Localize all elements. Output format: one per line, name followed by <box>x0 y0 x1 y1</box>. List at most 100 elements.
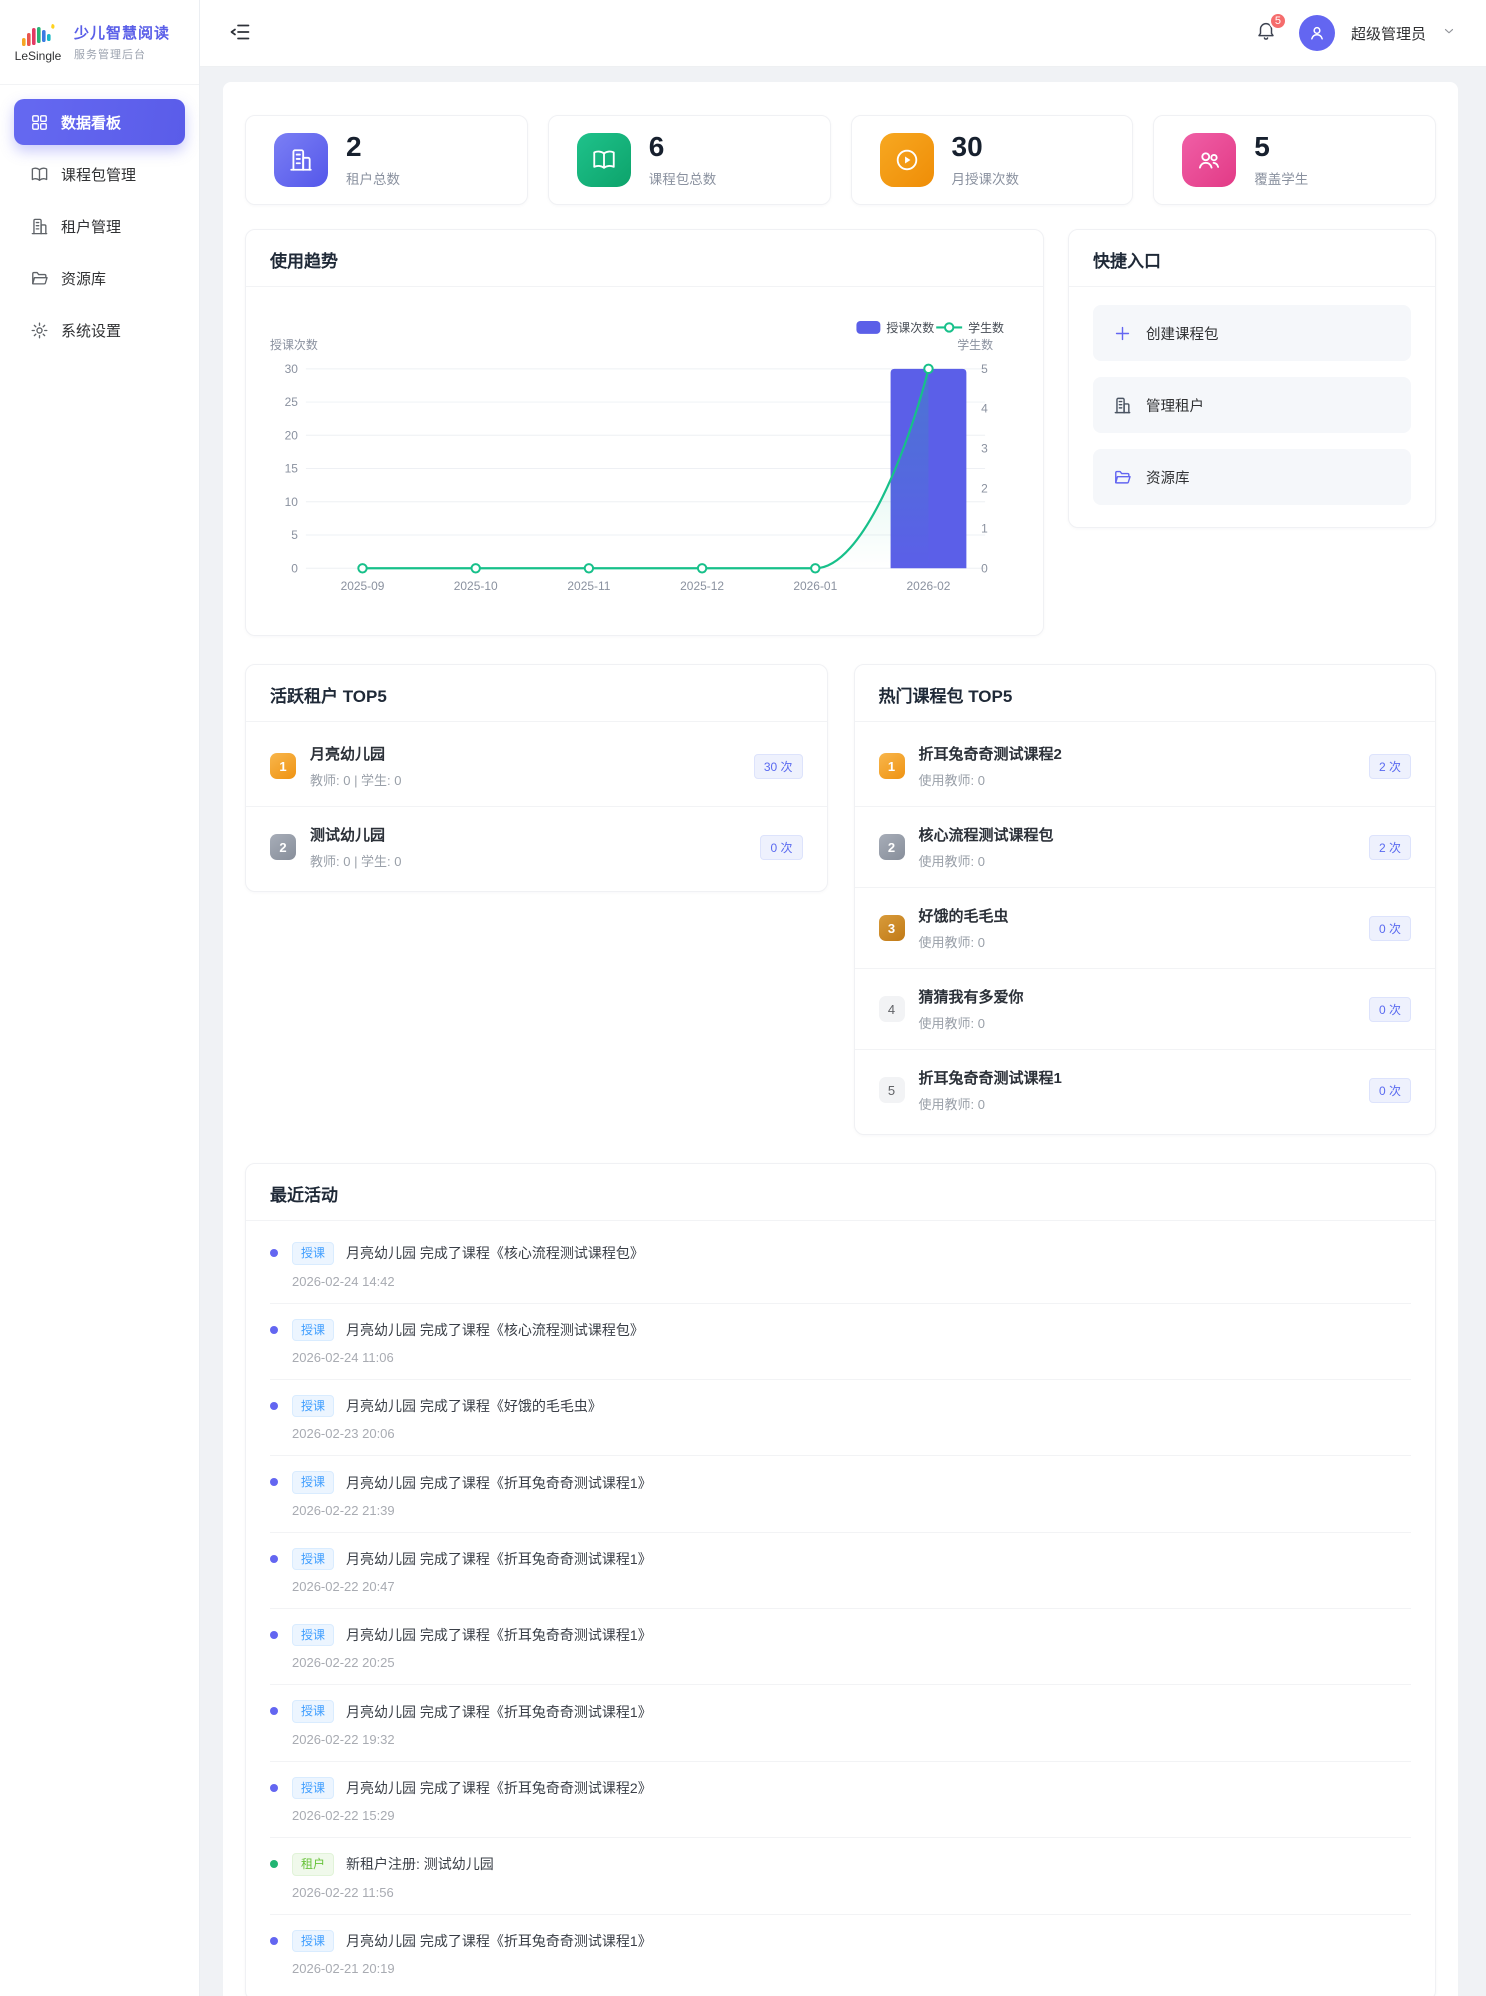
course-row: 1 折耳兔奇奇测试课程2 使用教师: 0 2 次 <box>855 726 1436 806</box>
hot-course-packages-title: 热门课程包 TOP5 <box>854 665 1435 723</box>
logo-icon: LeSingle <box>12 22 64 63</box>
activity-type-tag: 租户 <box>292 1853 335 1876</box>
usage-trend-title: 使用趋势 <box>246 230 1043 287</box>
recent-activity-list: 授课 月亮幼儿园 完成了课程《核心流程测试课程包》 2026-02-24 14:… <box>246 1221 1435 1996</box>
collapse-menu-icon <box>230 24 250 40</box>
recent-activity-title: 最近活动 <box>246 1164 1435 1222</box>
usage-trend-chart: 0 5 10 15 20 25 30 0 1 2 3 4 5 授课次数 学生数 2025-09 2025-10 2… <box>246 287 1043 635</box>
course-meta: 使用教师: 0 <box>918 935 985 951</box>
rank-badge: 1 <box>270 753 296 780</box>
sidebar-item-dashboard[interactable]: 数据看板 <box>14 99 185 145</box>
tenant-row: 2 测试幼儿园 教师: 0 | 学生: 0 0 次 <box>246 806 827 887</box>
usage-count-badge: 2 次 <box>1368 834 1411 860</box>
activity-text: 新租户注册: 测试幼儿园 <box>346 1856 494 1873</box>
svg-text:1: 1 <box>981 521 988 535</box>
sidebar-nav: 数据看板 课程包管理 租户管理 资源库 <box>0 85 199 367</box>
usage-count-badge: 0 次 <box>1368 915 1411 941</box>
sidebar-item-resources[interactable]: 资源库 <box>14 255 185 301</box>
stat-label: 月授课次数 <box>951 171 1020 187</box>
activity-item: 授课 月亮幼儿园 完成了课程《折耳兔奇奇测试课程2》 2026-02-22 15… <box>270 1762 1411 1839</box>
hot-course-packages-list: 1 折耳兔奇奇测试课程2 使用教师: 0 2 次 2 <box>854 722 1436 1134</box>
course-row: 4 猜猜我有多爱你 使用教师: 0 0 次 <box>854 968 1435 1049</box>
course-row: 2 核心流程测试课程包 使用教师: 0 2 次 <box>854 806 1435 887</box>
sidebar-item-label: 资源库 <box>61 270 107 288</box>
activity-time: 2026-02-24 11:06 <box>292 1349 394 1365</box>
rank-badge: 1 <box>878 753 905 780</box>
activity-dot <box>270 1401 278 1410</box>
activity-item: 租户 新租户注册: 测试幼儿园 2026-02-22 11:56 <box>270 1838 1411 1915</box>
activity-time: 2026-02-22 11:56 <box>292 1884 394 1900</box>
rank-badge: 2 <box>878 834 905 861</box>
topbar: 5 超级管理员 <box>200 0 1486 67</box>
quick-create-course-package[interactable]: 创建课程包 <box>1093 305 1411 361</box>
quick-manage-tenants[interactable]: 管理租户 <box>1093 377 1411 433</box>
user-menu-chevron[interactable] <box>1442 24 1456 43</box>
svg-text:15: 15 <box>285 462 299 476</box>
activity-time: 2026-02-22 19:32 <box>292 1731 395 1747</box>
activity-time: 2026-02-22 20:25 <box>292 1655 395 1671</box>
rank-badge: 5 <box>878 1077 905 1104</box>
chevron-down-icon <box>1444 28 1454 33</box>
course-row: 5 折耳兔奇奇测试课程1 使用教师: 0 0 次 <box>854 1049 1435 1130</box>
sidebar-item-label: 数据看板 <box>61 114 122 132</box>
activity-text: 月亮幼儿园 完成了课程《折耳兔奇奇测试课程1》 <box>346 1474 652 1491</box>
tenant-name: 测试幼儿园 <box>310 827 386 845</box>
activity-text: 月亮幼儿园 完成了课程《折耳兔奇奇测试课程1》 <box>346 1932 652 1949</box>
activity-type-tag: 授课 <box>292 1471 335 1494</box>
sidebar-collapse-button[interactable] <box>228 20 254 46</box>
tenant-row: 1 月亮幼儿园 教师: 0 | 学生: 0 30 次 <box>246 726 827 806</box>
svg-text:5: 5 <box>291 528 298 542</box>
activity-time: 2026-02-22 21:39 <box>292 1502 395 1518</box>
activity-dot <box>270 1249 278 1258</box>
course-name: 折耳兔奇奇测试课程1 <box>918 1070 1062 1088</box>
building-icon <box>274 133 328 187</box>
svg-text:学生数: 学生数 <box>957 337 993 352</box>
activity-type-tag: 授课 <box>292 1624 335 1647</box>
course-meta: 使用教师: 0 <box>918 854 985 870</box>
user-name[interactable]: 超级管理员 <box>1350 25 1426 43</box>
course-meta: 使用教师: 0 <box>918 1016 985 1032</box>
user-icon <box>1311 26 1323 40</box>
play-icon <box>879 133 934 187</box>
book-icon <box>576 133 631 187</box>
usage-trend-card: 使用趋势 0 5 10 15 20 25 30 0 1 2 3 4 5 授课次数 学生数 2025-09 202… <box>245 229 1044 637</box>
activity-type-tag: 授课 <box>292 1394 335 1418</box>
svg-text:2: 2 <box>981 481 988 495</box>
notifications-button[interactable]: 5 <box>1255 11 1287 47</box>
active-tenants-title: 活跃租户 TOP5 <box>246 665 827 723</box>
main-area: 5 超级管理员 <box>200 0 1486 1996</box>
activity-item: 授课 月亮幼儿园 完成了课程《核心流程测试课程包》 2026-02-24 11:… <box>270 1304 1411 1380</box>
quick-resource-library[interactable]: 资源库 <box>1093 449 1411 505</box>
quick-entry-title: 快捷入口 <box>1069 230 1435 287</box>
activity-item: 授课 月亮幼儿园 完成了课程《折耳兔奇奇测试课程1》 2026-02-22 20… <box>270 1609 1411 1686</box>
svg-text:授课次数: 授课次数 <box>270 337 318 352</box>
course-name: 折耳兔奇奇测试课程2 <box>918 746 1062 764</box>
activity-type-tag: 授课 <box>292 1318 335 1341</box>
svg-text:0: 0 <box>981 561 988 575</box>
sidebar-item-tenants[interactable]: 租户管理 <box>14 203 185 249</box>
students-icon <box>1182 133 1237 187</box>
activity-text: 月亮幼儿园 完成了课程《折耳兔奇奇测试课程1》 <box>346 1550 652 1567</box>
stat-card-tenants: 2 租户总数 <box>245 115 528 205</box>
activity-type-tag: 授课 <box>292 1776 335 1800</box>
sidebar: LeSingle 少儿智慧阅读 服务管理后台 数据看板 课程包管理 <box>0 0 200 1996</box>
svg-text:25: 25 <box>285 395 299 409</box>
quick-entry-card: 快捷入口 创建课程包 管理租户 <box>1068 229 1436 528</box>
activity-text: 月亮幼儿园 完成了课程《核心流程测试课程包》 <box>346 1321 644 1338</box>
activity-text: 月亮幼儿园 完成了课程《折耳兔奇奇测试课程1》 <box>346 1627 652 1644</box>
activity-dot <box>270 1478 278 1487</box>
book-icon <box>31 167 48 181</box>
dashboard-container: 2 租户总数 6 课程包总数 <box>223 82 1458 1996</box>
sidebar-item-settings[interactable]: 系统设置 <box>14 307 185 353</box>
rank-badge: 3 <box>878 915 905 942</box>
stat-value: 2 <box>346 131 362 163</box>
sidebar-item-course-packages[interactable]: 课程包管理 <box>14 151 185 197</box>
usage-count-badge: 0 次 <box>760 834 803 860</box>
avatar[interactable] <box>1298 15 1335 51</box>
activity-time: 2026-02-24 14:42 <box>292 1273 395 1289</box>
app-title: 少儿智慧阅读 <box>74 25 171 42</box>
stat-value: 30 <box>951 131 983 163</box>
stats-row: 2 租户总数 6 课程包总数 <box>245 115 1436 205</box>
quick-item-label: 创建课程包 <box>1146 326 1219 343</box>
